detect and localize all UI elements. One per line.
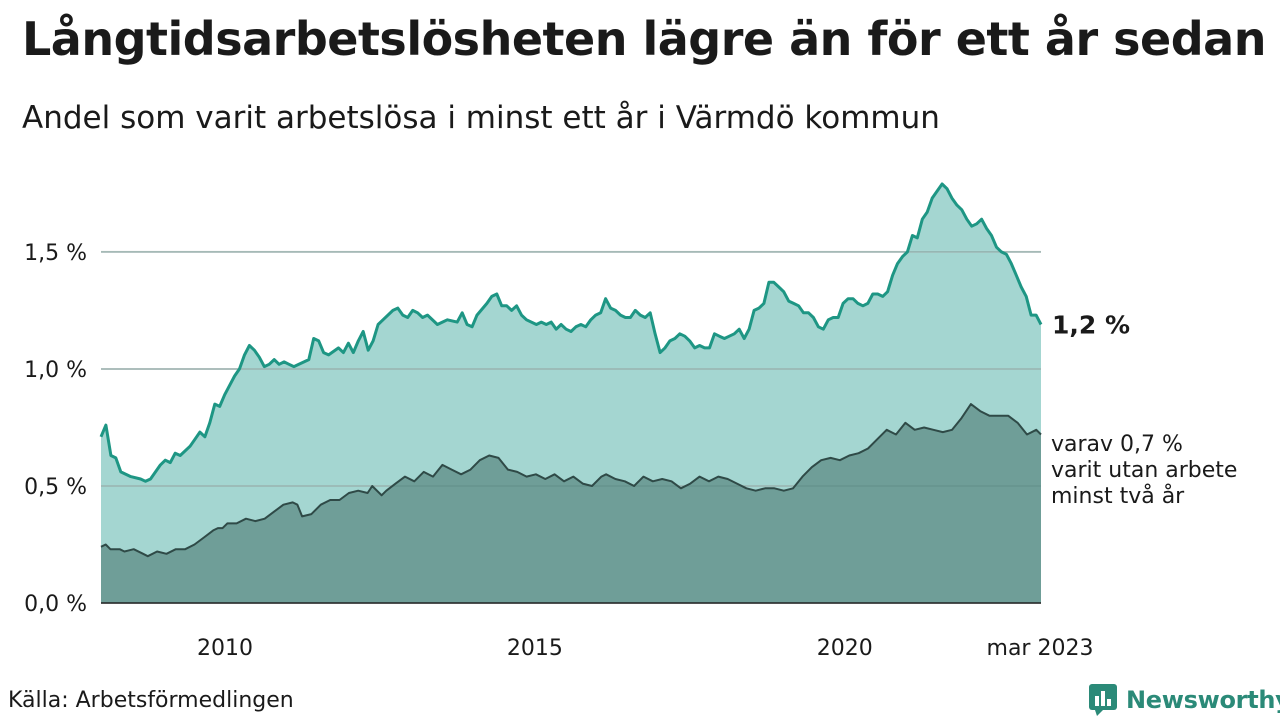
- area-two-year: [101, 404, 1041, 603]
- chart-title: Långtidsarbetslösheten lägre än för ett …: [22, 12, 1266, 66]
- newsworthy-logo[interactable]: Newsworthy: [1088, 683, 1280, 717]
- x-tick-label: 2015: [507, 636, 563, 661]
- source-note: Källa: Arbetsförmedlingen: [8, 688, 294, 713]
- y-tick-label: 1,0 %: [24, 358, 87, 383]
- y-tick-label: 1,5 %: [24, 241, 87, 266]
- line-two-year: [100, 403, 1042, 558]
- area-layer: [99, 182, 1043, 603]
- end-label-two-year: varav 0,7 %: [1051, 432, 1183, 457]
- y-tick-label: 0,0 %: [24, 592, 87, 617]
- x-tick-label: mar 2023: [987, 636, 1094, 661]
- end-label-total: 1,2 %: [1052, 310, 1130, 339]
- bar-chart-icon: [1089, 684, 1117, 716]
- y-tick-label: 0,5 %: [24, 475, 87, 500]
- x-tick-label: 2010: [197, 636, 253, 661]
- chart-subtitle: Andel som varit arbetslösa i minst ett å…: [22, 100, 940, 136]
- line-total: [99, 182, 1043, 483]
- brand-name: Newsworthy: [1126, 686, 1280, 714]
- end-label-two-year: varit utan arbete: [1051, 458, 1237, 483]
- axis-layer: 0,0 % 0,5 % 1,0 % 1,5 % 2010 2015 2020 mar 2023: [24, 241, 1093, 661]
- end-label-two-year: minst två år: [1051, 483, 1185, 509]
- x-tick-label: 2020: [817, 636, 873, 661]
